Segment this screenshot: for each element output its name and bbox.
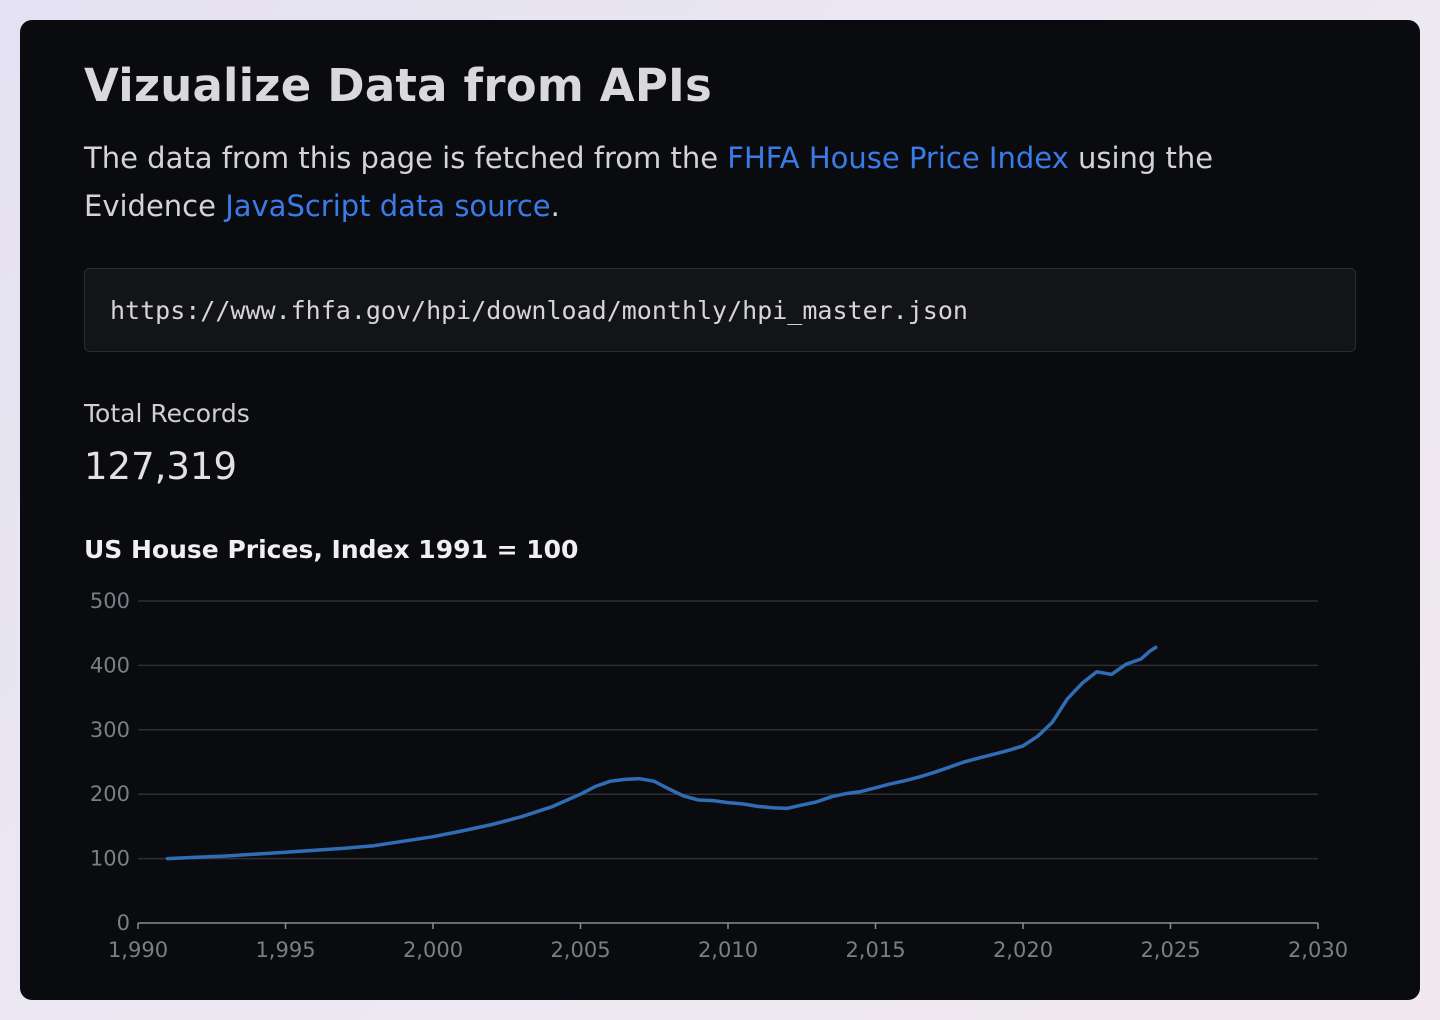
javascript-data-source-link[interactable]: JavaScript data source [225, 189, 551, 223]
series-line-0 [165, 645, 1158, 861]
intro-text-3: . [550, 189, 560, 223]
code-block: https://www.fhfa.gov/hpi/download/monthl… [84, 268, 1356, 352]
x-tick-label-2015: 2,015 [845, 938, 905, 962]
x-tick-label-1995: 1,995 [255, 938, 315, 962]
api-url-code: https://www.fhfa.gov/hpi/download/monthl… [110, 295, 968, 325]
x-tick-label-1990: 1,990 [108, 938, 168, 962]
x-tick-label-2030: 2,030 [1288, 938, 1348, 962]
y-tick-label-400: 400 [90, 653, 130, 677]
chart-title: US House Prices, Index 1991 = 100 [84, 535, 579, 564]
y-tick-label-300: 300 [90, 718, 130, 742]
x-tick-label-2010: 2,010 [698, 938, 758, 962]
y-tick-label-100: 100 [90, 847, 130, 871]
y-tick-label-200: 200 [90, 782, 130, 806]
y-tick-label-500: 500 [90, 589, 130, 613]
chart-grid [138, 600, 1318, 860]
y-axis-ticks: 0 100 200 300 400 500 [90, 589, 130, 935]
intro-paragraph: The data from this page is fetched from … [84, 134, 1324, 230]
total-records-value: 127,319 [84, 445, 238, 488]
total-records-label: Total Records [84, 399, 250, 428]
intro-text-2: using the Evidence [84, 141, 1214, 223]
content-card: Vizualize Data from APIs The data from t… [20, 20, 1420, 1000]
fhfa-link[interactable]: FHFA House Price Index [727, 141, 1069, 175]
page-title: Vizualize Data from APIs [84, 59, 712, 112]
intro-text-1: The data from this page is fetched from … [84, 141, 728, 175]
chart-series [165, 645, 1158, 861]
x-tick-label-2005: 2,005 [550, 938, 610, 962]
y-tick-label-0: 0 [117, 911, 130, 935]
x-tick-label-2020: 2,020 [993, 938, 1053, 962]
x-axis-ticks: 1,990 1,995 2,000 2,005 2,010 2,015 2,020 2,025… [108, 923, 1348, 962]
x-tick-label-2000: 2,000 [403, 938, 463, 962]
x-tick-label-2025: 2,025 [1140, 938, 1200, 962]
